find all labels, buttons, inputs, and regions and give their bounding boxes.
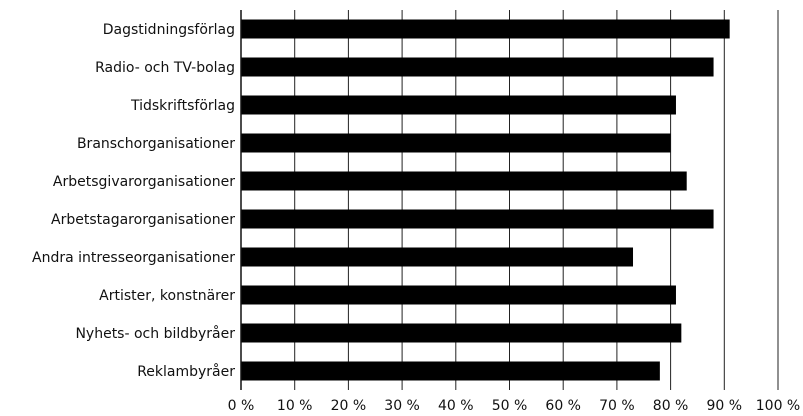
bar [241, 361, 660, 381]
x-tick-label: 40 % [438, 398, 474, 414]
bar [241, 95, 676, 115]
category-label: Radio- och TV-bolag [95, 60, 235, 76]
x-tick-labels: 0 % 10 % 20 % 30 % 40 % 50 % 60 % 70 % 80 % 90 % 1… [228, 398, 801, 414]
category-label: Arbetsgivarorganisationer [53, 174, 235, 190]
bar [241, 133, 671, 153]
x-tick-label: 90 % [707, 398, 743, 414]
category-label: Tidskriftsförlag [130, 98, 235, 114]
bars [241, 19, 730, 381]
x-tick-label: 10 % [277, 398, 313, 414]
x-tick-label: 70 % [599, 398, 635, 414]
bar [241, 57, 714, 77]
category-label: Reklambyråer [137, 363, 235, 380]
x-tick-label: 20 % [331, 398, 367, 414]
category-label: Arbetstagarorganisationer [51, 212, 235, 228]
x-tick-label: 60 % [545, 398, 581, 414]
category-label: Dagstidningsförlag [103, 22, 235, 38]
bar [241, 171, 687, 191]
category-labels: Dagstidningsförlag Radio- och TV-bolag Tid… [32, 22, 235, 380]
category-label: Artister, konstnärer [99, 288, 235, 304]
x-tick-label: 0 % [228, 398, 255, 414]
x-tick-label: 80 % [653, 398, 689, 414]
x-tick-label: 30 % [384, 398, 420, 414]
category-label: Branschorganisationer [77, 136, 235, 152]
x-tick-label: 100 % [756, 398, 800, 414]
x-tick-label: 50 % [492, 398, 528, 414]
bar [241, 19, 730, 39]
bar [241, 247, 634, 267]
category-label: Andra intresseorganisationer [32, 250, 235, 266]
category-label: Nyhets- och bildbyråer [75, 325, 235, 342]
bar [241, 209, 714, 229]
bar [241, 285, 676, 305]
bar [241, 323, 682, 343]
